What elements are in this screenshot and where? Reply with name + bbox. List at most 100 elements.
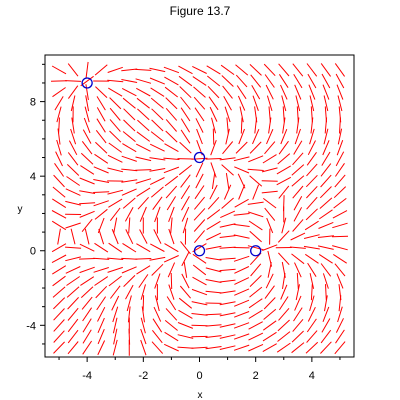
field-segment xyxy=(150,97,164,109)
field-segment xyxy=(212,128,215,145)
equilibrium-point xyxy=(193,151,206,164)
field-segment xyxy=(53,297,66,310)
field-segment xyxy=(263,308,277,320)
field-segment xyxy=(65,188,81,196)
x-tick-label: 0 xyxy=(196,370,202,382)
field-segment xyxy=(79,266,95,274)
field-segment xyxy=(66,286,80,298)
field-segment xyxy=(67,297,79,310)
field-segment xyxy=(248,298,263,309)
field-segment xyxy=(205,245,222,250)
field-segment xyxy=(80,286,94,298)
field-segment xyxy=(58,117,60,134)
field-segment xyxy=(53,330,65,343)
field-segment xyxy=(335,151,345,167)
field-segment xyxy=(319,197,333,209)
field-segment xyxy=(205,267,222,273)
field-segment xyxy=(79,190,96,194)
field-segment xyxy=(309,273,315,289)
field-segment xyxy=(335,73,345,89)
field-segment xyxy=(233,223,250,227)
field-segment xyxy=(107,167,124,173)
field-segment xyxy=(334,263,346,277)
field-segment xyxy=(207,196,220,210)
field-segment xyxy=(84,228,90,245)
field-segment xyxy=(52,186,66,198)
field-segment xyxy=(164,143,179,153)
field-segment xyxy=(108,198,123,208)
field-segment xyxy=(235,141,248,154)
field-segment xyxy=(95,285,108,299)
field-segment xyxy=(123,119,136,132)
field-segment xyxy=(206,232,222,241)
field-segment xyxy=(307,306,316,322)
field-segment xyxy=(317,245,334,250)
field-segment xyxy=(152,329,163,344)
field-segment xyxy=(225,128,230,145)
field-segment xyxy=(211,117,217,134)
field-segment xyxy=(164,331,179,342)
field-segment xyxy=(107,257,124,260)
field-segment xyxy=(79,243,95,252)
field-segment xyxy=(305,174,318,188)
field-segment xyxy=(149,77,165,85)
field-segment xyxy=(124,207,134,222)
field-segment xyxy=(249,175,263,187)
field-segment xyxy=(153,306,162,322)
field-segment xyxy=(149,157,166,161)
field-segment xyxy=(95,129,107,144)
field-segment xyxy=(67,329,79,344)
field-segment xyxy=(177,322,194,329)
field-segment xyxy=(219,157,236,161)
field-segment xyxy=(264,141,276,155)
field-segment xyxy=(219,301,236,306)
field-segment xyxy=(84,106,90,123)
field-segment xyxy=(308,84,316,100)
field-segment xyxy=(321,73,331,89)
field-segment xyxy=(196,128,203,145)
field-segment xyxy=(306,152,317,166)
field-segment xyxy=(107,189,124,195)
field-segment xyxy=(56,139,62,156)
field-segment xyxy=(125,229,134,245)
field-segment xyxy=(65,266,81,274)
field-segment xyxy=(123,108,136,121)
field-segment xyxy=(68,140,78,156)
field-segment xyxy=(292,219,304,232)
field-segment xyxy=(122,197,136,209)
field-segment xyxy=(295,284,300,301)
field-segment xyxy=(219,345,236,350)
field-segment xyxy=(112,339,118,356)
field-segment xyxy=(238,184,246,200)
field-segment xyxy=(122,242,137,253)
field-segment xyxy=(322,273,329,289)
field-segment xyxy=(205,313,222,316)
field-segment xyxy=(85,95,90,112)
equilibrium-markers xyxy=(81,77,262,257)
field-segment xyxy=(52,87,66,98)
field-segment xyxy=(150,186,164,198)
field-segment xyxy=(152,196,163,210)
field-segment xyxy=(233,344,250,351)
field-segment xyxy=(182,217,189,234)
field-segment xyxy=(168,228,175,245)
field-segment xyxy=(52,265,67,275)
field-segment xyxy=(51,65,67,75)
field-segment xyxy=(220,64,235,76)
field-segment xyxy=(209,184,218,200)
field-segment xyxy=(224,106,231,123)
field-segment xyxy=(219,257,236,260)
field-segment xyxy=(108,275,122,287)
field-segment xyxy=(305,208,318,221)
field-segment xyxy=(239,106,244,123)
field-segment xyxy=(180,185,191,200)
field-segment xyxy=(165,97,178,110)
figure-title: Figure 13.7 xyxy=(169,4,231,18)
field-segment xyxy=(233,255,250,262)
field-segment xyxy=(93,191,110,193)
field-segment xyxy=(178,65,193,75)
field-segment xyxy=(221,197,234,209)
field-segment xyxy=(206,75,221,87)
field-segment xyxy=(233,213,250,216)
field-segment xyxy=(281,95,287,112)
